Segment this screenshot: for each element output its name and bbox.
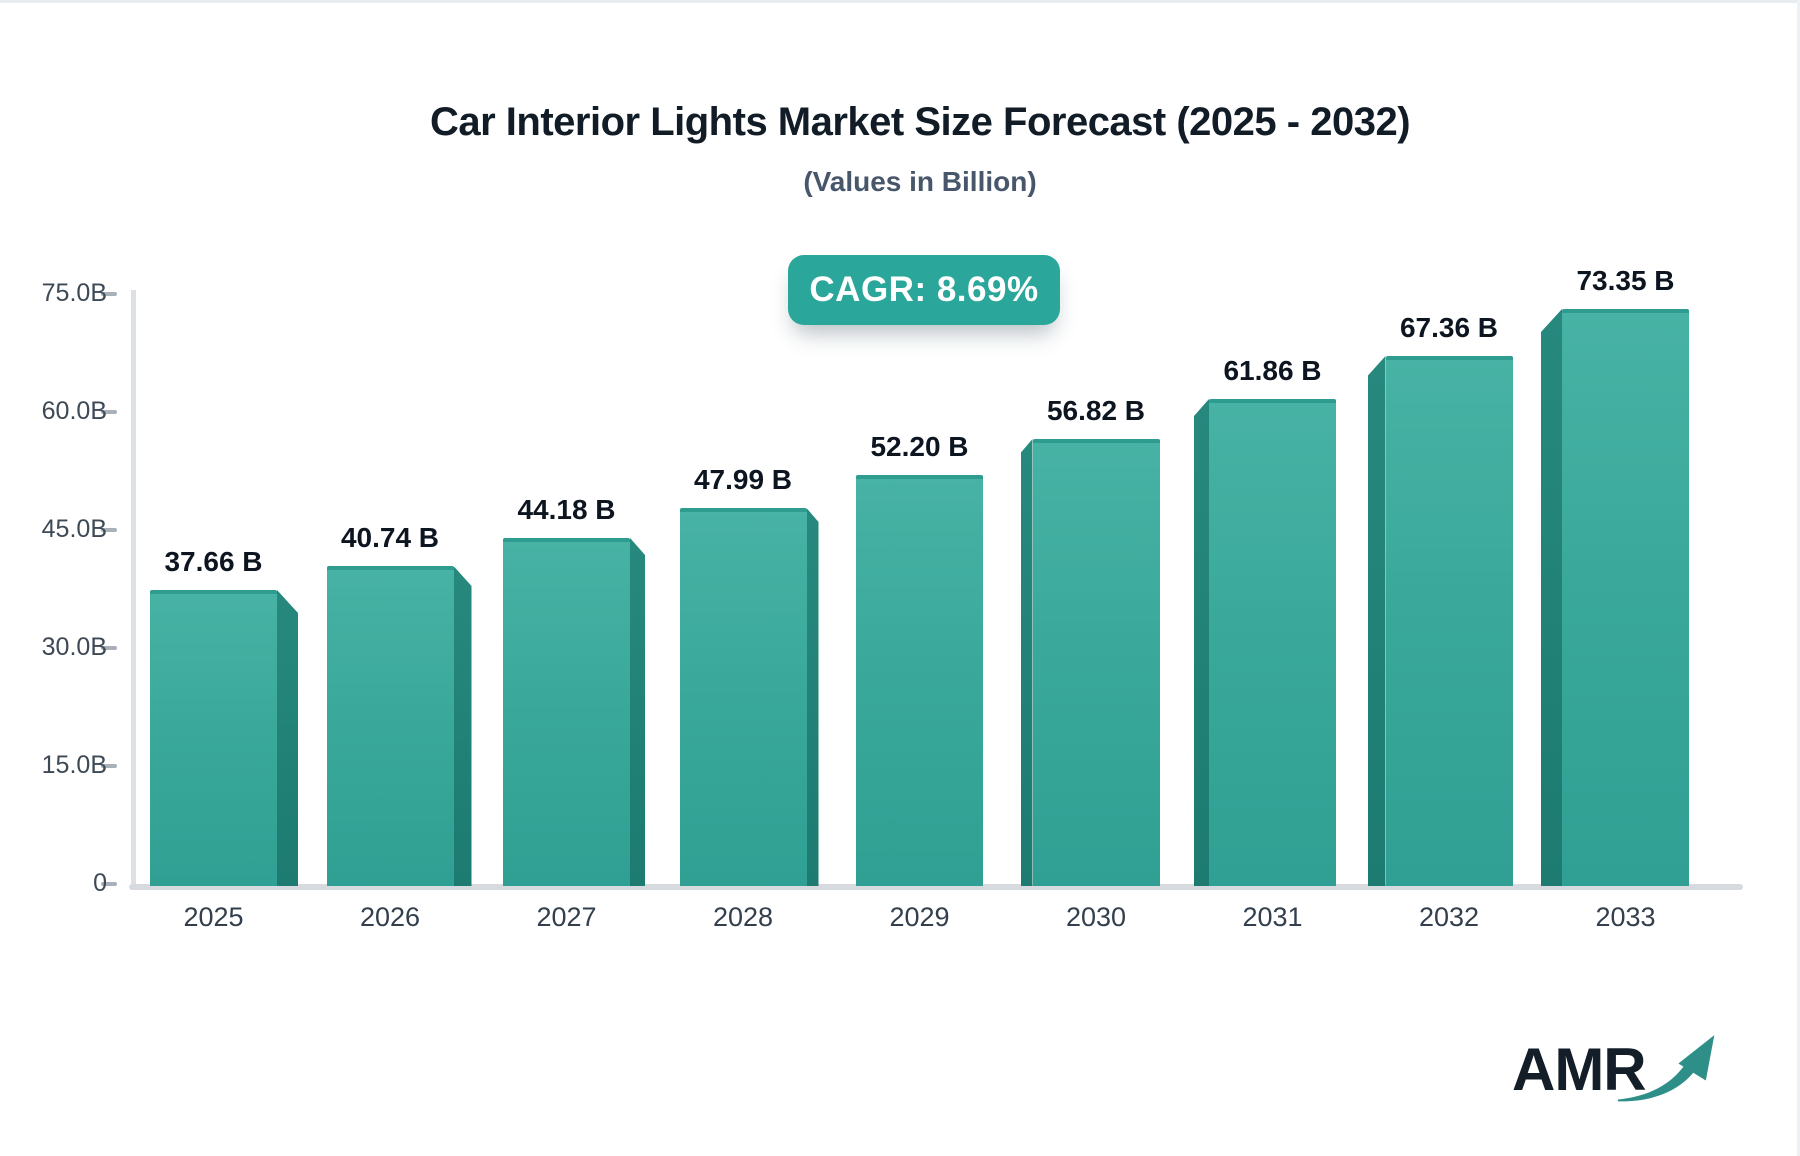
bar-face (1562, 309, 1689, 886)
bar-face (503, 538, 630, 886)
y-tick-mark (101, 292, 117, 296)
bar-2027 (503, 538, 645, 886)
bar-value-label: 47.99 B (693, 464, 793, 495)
bar-value-label: 40.74 B (340, 522, 440, 553)
bar-2031 (1194, 399, 1336, 886)
y-tick-label: 15.0B (41, 751, 107, 779)
chart-title: Car Interior Lights Market Size Forecast… (429, 100, 1411, 144)
bar-side-face (277, 590, 298, 886)
bar-side-face (1367, 356, 1386, 886)
amr-logo: AMR (1512, 1024, 1715, 1108)
y-tick-mark (101, 646, 117, 650)
bar-face (679, 508, 807, 886)
y-tick-mark (101, 410, 117, 414)
x-tick-label: 2033 (1595, 902, 1656, 932)
top-border (0, 0, 1800, 3)
cagr-badge: CAGR: 8.69% (788, 255, 1060, 325)
bar-face (856, 475, 983, 886)
cagr-badge-label: CAGR: 8.69% (809, 270, 1039, 309)
bar-face (1032, 439, 1160, 886)
bar-face (1209, 399, 1336, 886)
y-tick-label: 0 (93, 869, 107, 897)
y-tick-mark (101, 764, 117, 768)
growth-arrow-icon (1617, 1035, 1715, 1102)
bar-value-label: 73.35 B (1576, 265, 1675, 296)
y-tick-label: 60.0B (41, 397, 107, 425)
bar-face (150, 590, 277, 886)
bar-side-face (630, 538, 645, 886)
x-tick-label: 2032 (1418, 902, 1480, 932)
bar-value-label: 67.36 B (1399, 312, 1499, 343)
bar-value-label: 56.82 B (1046, 395, 1146, 426)
bar-value-label: 44.18 B (517, 494, 616, 525)
x-tick-label: 2028 (712, 902, 774, 932)
y-tick-mark (101, 528, 117, 532)
bar-2032 (1367, 356, 1513, 886)
x-tick-label: 2027 (536, 902, 597, 932)
bar-face (326, 566, 454, 886)
x-axis-baseline (129, 884, 1743, 890)
bar-side-face (806, 508, 819, 886)
y-axis-line (131, 290, 136, 889)
bar-side-face (453, 566, 472, 886)
x-tick-label: 2025 (183, 902, 244, 932)
bar-value-label: 61.86 B (1223, 355, 1322, 386)
x-tick-label: 2026 (359, 902, 421, 932)
bar-2033 (1541, 309, 1689, 886)
bar-2025 (150, 590, 298, 886)
right-border (1797, 0, 1800, 1156)
bar-side-face (1194, 399, 1209, 886)
amr-logo-text: AMR (1512, 1036, 1647, 1103)
bar-face (1385, 356, 1513, 886)
bar-2029 (856, 475, 983, 886)
bar-2030 (1020, 439, 1160, 886)
y-tick-mark (101, 882, 117, 886)
bar-side-face (1020, 439, 1033, 886)
bar-2028 (679, 508, 819, 886)
x-tick-label: 2030 (1065, 902, 1127, 932)
bar-2026 (326, 566, 472, 886)
chart-subtitle: (Values in Billion) (803, 166, 1037, 197)
y-tick-label: 30.0B (41, 633, 107, 661)
y-tick-label: 75.0B (41, 279, 107, 307)
x-tick-label: 2031 (1242, 902, 1303, 932)
bar-value-label: 37.66 B (164, 546, 263, 577)
x-tick-label: 2029 (889, 902, 950, 932)
y-tick-label: 45.0B (41, 515, 107, 543)
bar-side-face (1541, 309, 1562, 886)
bar-value-label: 52.20 B (870, 431, 969, 462)
